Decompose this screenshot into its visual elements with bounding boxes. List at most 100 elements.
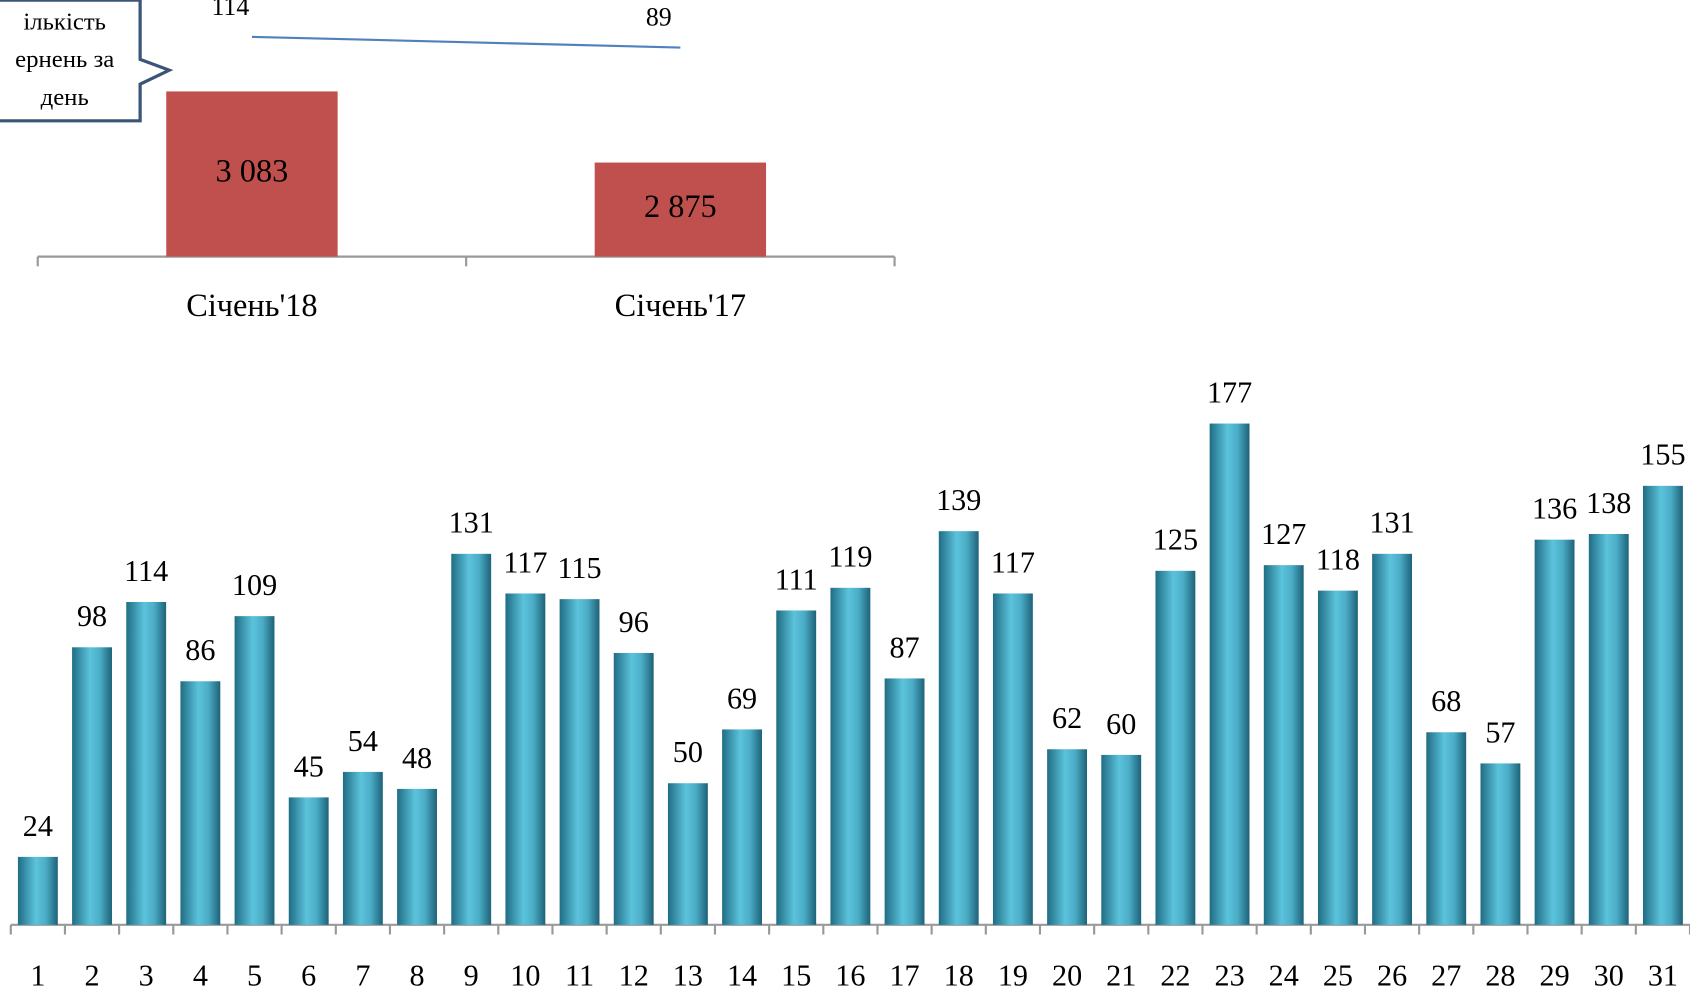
x-tick-label: 17 — [889, 959, 919, 993]
bar — [594, 162, 767, 257]
data-label: 138 — [1586, 486, 1631, 520]
bar — [72, 647, 112, 925]
line-series — [251, 35, 681, 49]
x-tick-label: Січень'18 — [186, 287, 317, 323]
data-label: 114 — [124, 554, 168, 588]
data-label: 54 — [348, 724, 378, 758]
callout-text: день — [41, 84, 89, 111]
callout — [0, 0, 174, 123]
x-tick-label: 2 — [84, 959, 99, 993]
x-tick-label: 23 — [1214, 959, 1244, 993]
bar — [559, 599, 600, 925]
x-tick-label: 21 — [1106, 959, 1136, 993]
x-tick-label: 8 — [410, 959, 425, 993]
data-label: 24 — [23, 809, 53, 843]
callout-text: ількість — [23, 8, 106, 35]
bar — [830, 587, 871, 925]
bar — [1047, 749, 1088, 925]
x-tick-label: 25 — [1323, 959, 1353, 993]
x-tick-label: 19 — [998, 959, 1028, 993]
data-label: 69 — [727, 681, 757, 715]
bar — [1209, 423, 1250, 925]
data-label: 131 — [449, 506, 494, 540]
bar — [1317, 590, 1358, 925]
data-label: 177 — [1207, 375, 1252, 409]
x-tick-label: 15 — [781, 959, 811, 993]
callout-text: ернень за — [15, 46, 114, 73]
bar — [1155, 570, 1196, 925]
data-label: 86 — [185, 633, 215, 667]
bar — [17, 856, 58, 925]
bar — [180, 681, 221, 925]
data-label: 45 — [294, 749, 324, 783]
bottom-chart: 1242983114486510964575484891311011711115… — [9, 375, 1690, 993]
bar — [884, 678, 925, 925]
data-label: 87 — [889, 630, 919, 664]
bar — [397, 788, 437, 925]
data-label: 68 — [1431, 684, 1461, 718]
bar — [451, 553, 492, 925]
bar — [288, 797, 329, 925]
x-tick-label: 20 — [1052, 959, 1082, 993]
x-tick-label: 22 — [1160, 959, 1190, 993]
data-label: 96 — [619, 605, 649, 639]
bar — [1372, 553, 1413, 925]
data-label: 127 — [1261, 517, 1306, 551]
x-tick-label: 14 — [727, 959, 757, 993]
data-label: 136 — [1532, 492, 1577, 526]
data-label: 117 — [503, 545, 547, 579]
x-tick-label: 31 — [1648, 959, 1678, 993]
x-tick-label: 5 — [247, 959, 262, 993]
bar — [992, 593, 1033, 925]
data-label: 131 — [1369, 506, 1414, 540]
x-tick-label: 3 — [139, 959, 154, 993]
bar — [1263, 565, 1304, 925]
x-tick-label: 12 — [619, 959, 649, 993]
data-label: 50 — [673, 735, 703, 769]
bar — [1426, 732, 1467, 925]
x-tick-label: 26 — [1377, 959, 1407, 993]
data-label: 2 875 — [644, 188, 717, 224]
x-tick-label: 11 — [565, 959, 594, 993]
data-label: 3 083 — [216, 152, 289, 188]
x-tick-label: 4 — [193, 959, 208, 993]
bar — [234, 616, 275, 925]
data-label: 139 — [936, 483, 981, 517]
x-tick-label: 16 — [835, 959, 865, 993]
data-label: 119 — [828, 540, 872, 574]
data-label: 57 — [1485, 715, 1515, 749]
data-label: 155 — [1640, 438, 1685, 472]
x-tick-label: 24 — [1269, 959, 1299, 993]
bar — [126, 601, 167, 925]
bar — [667, 783, 708, 925]
x-tick-label: 18 — [944, 959, 974, 993]
data-label: 117 — [991, 545, 1035, 579]
x-tick-label: 1 — [30, 959, 45, 993]
x-tick-label: 13 — [673, 959, 703, 993]
x-tick-label: 10 — [510, 959, 540, 993]
data-label: 125 — [1153, 523, 1198, 557]
data-label: 48 — [402, 741, 432, 775]
x-tick-label: Січень'17 — [615, 287, 746, 323]
bar — [1642, 485, 1683, 925]
bar — [342, 771, 383, 925]
data-label: 118 — [1316, 543, 1360, 577]
bar — [776, 610, 817, 925]
bar — [166, 91, 338, 257]
bar — [1534, 539, 1575, 925]
x-tick-label: 7 — [355, 959, 370, 993]
x-tick-label: 29 — [1540, 959, 1570, 993]
line-label: 89 — [646, 2, 672, 31]
bar — [613, 652, 654, 925]
data-label: 115 — [557, 551, 601, 585]
data-label: 109 — [232, 568, 277, 602]
x-tick-label: 28 — [1485, 959, 1515, 993]
bar — [505, 593, 546, 925]
data-label: 98 — [77, 599, 107, 633]
data-label: 62 — [1052, 701, 1082, 735]
data-label: 60 — [1106, 707, 1136, 741]
bar — [1588, 534, 1629, 925]
bar — [1480, 763, 1521, 925]
